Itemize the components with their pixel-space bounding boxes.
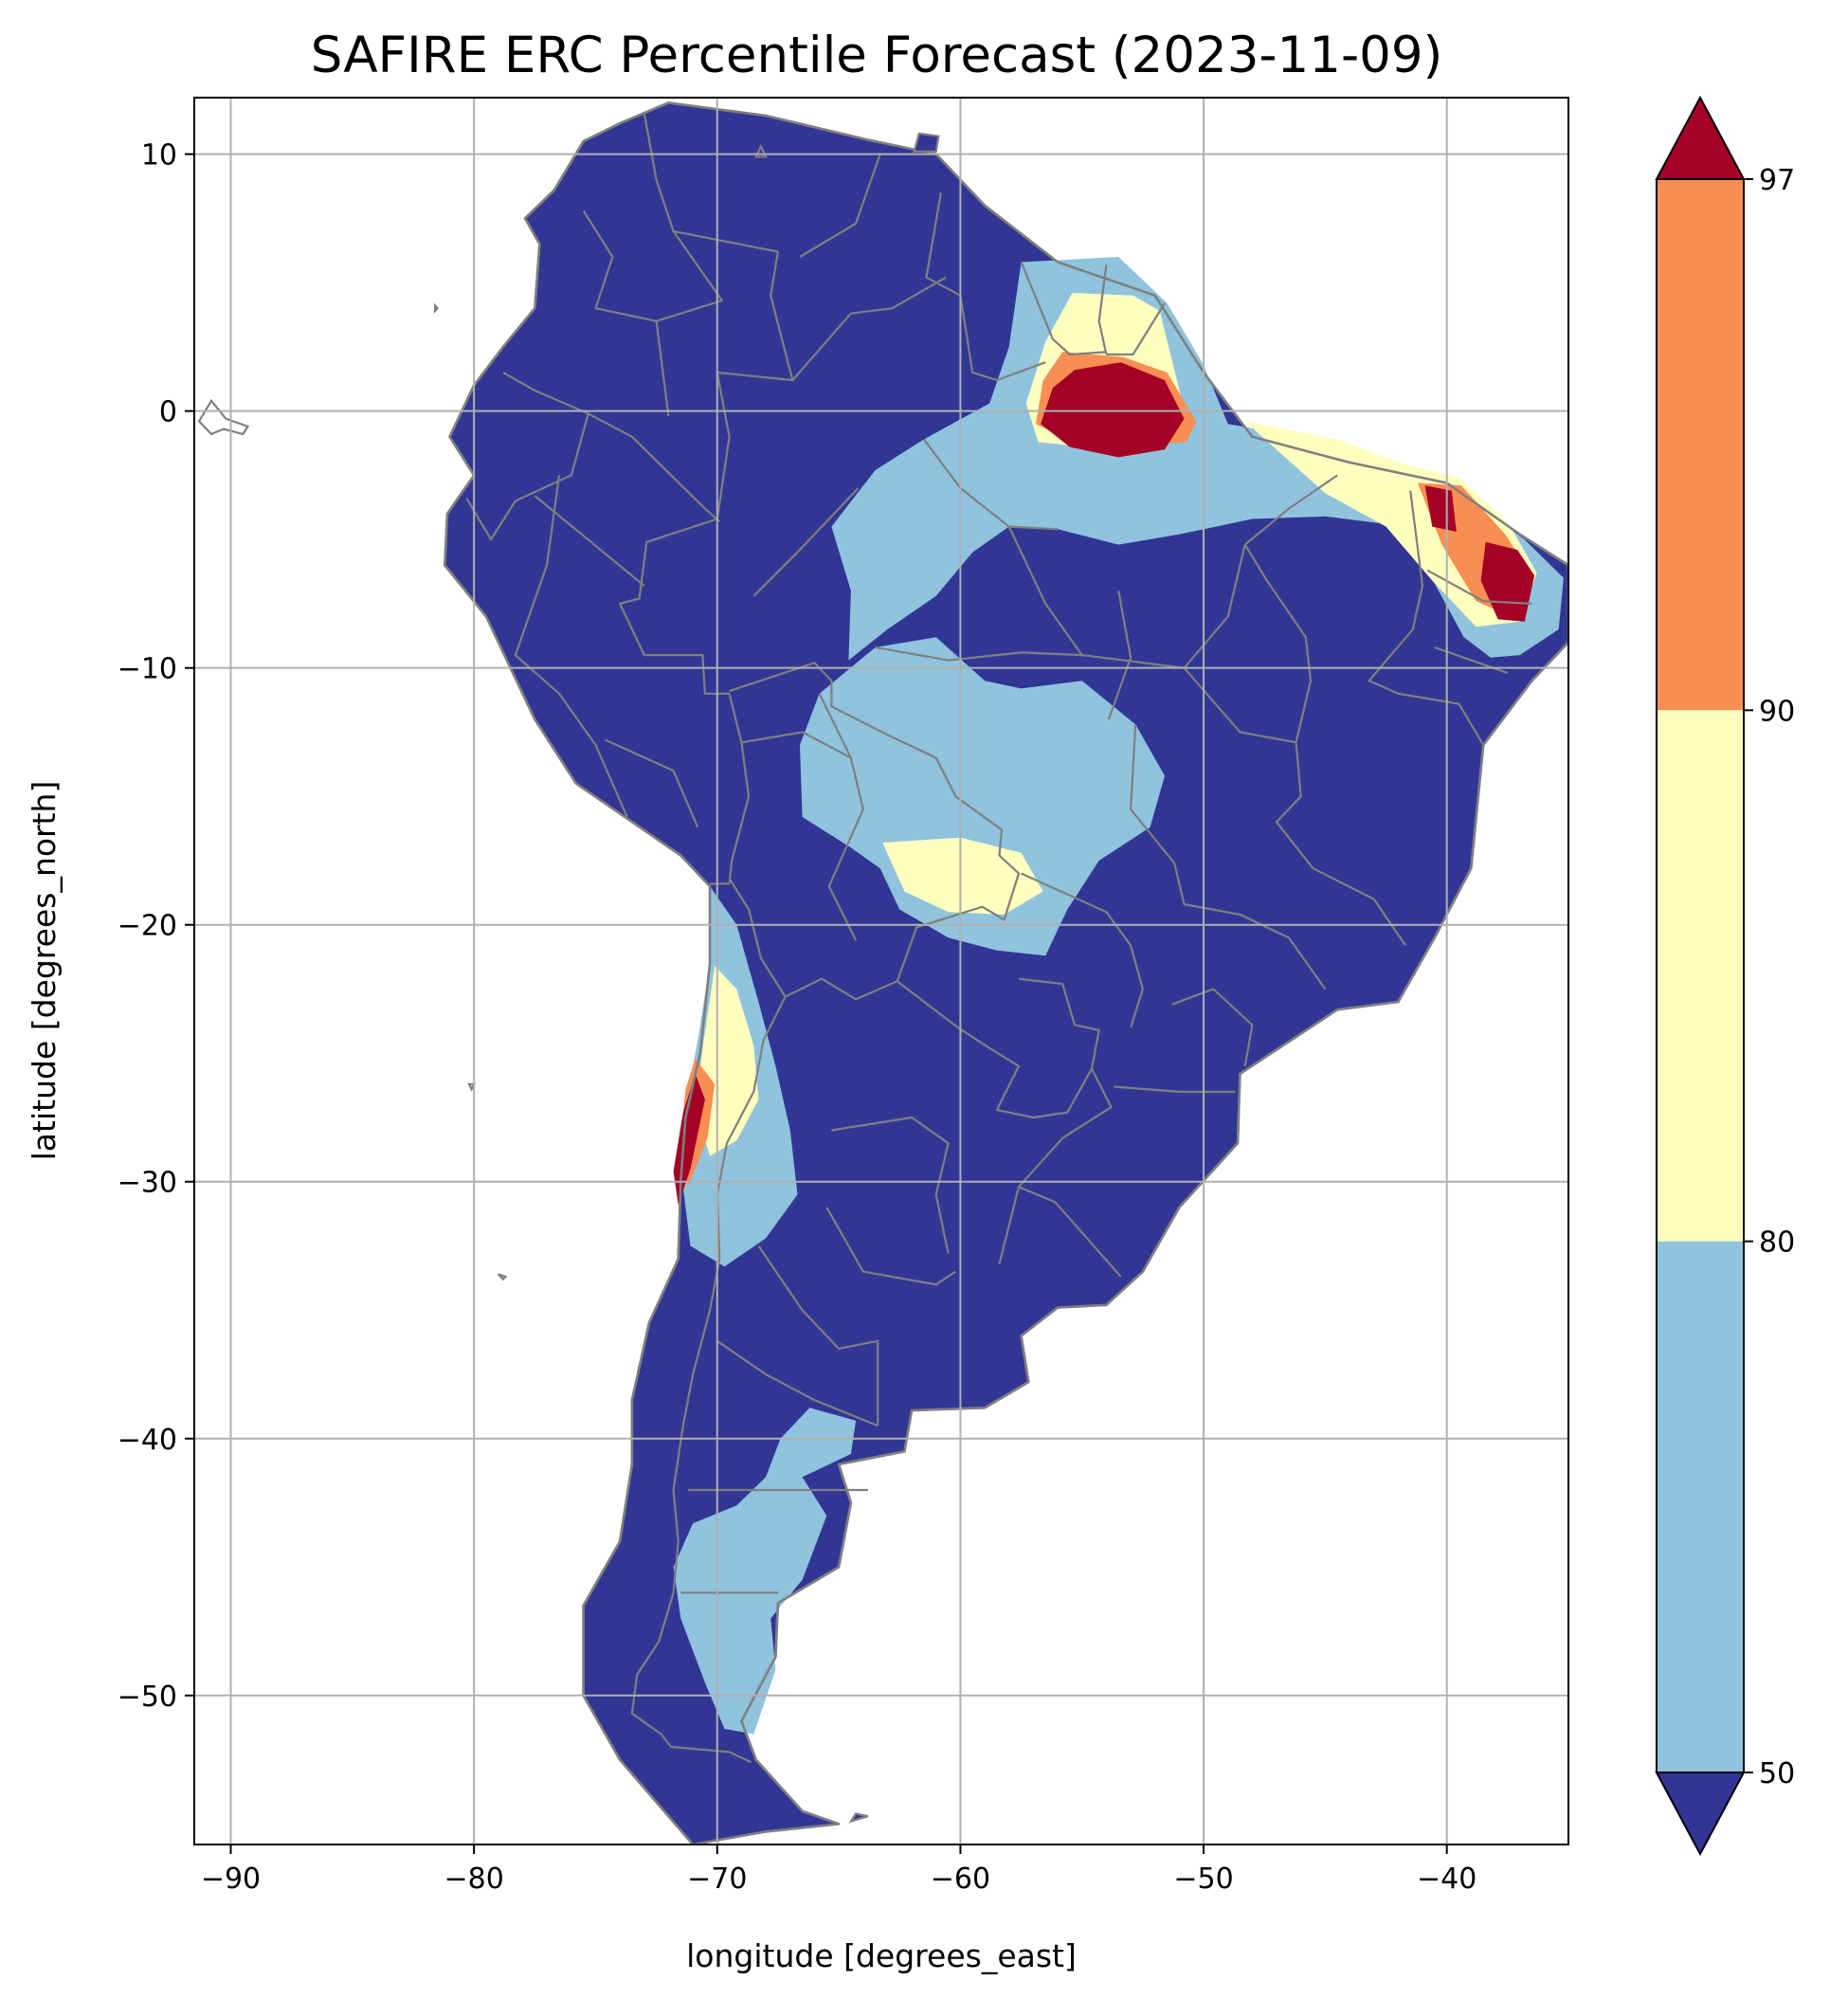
colorbar-tick-label: 80 [1759,1227,1795,1260]
island-juan-fernandez [498,1273,508,1281]
border-line [618,518,751,885]
border-line [897,977,1100,1119]
border-line [729,662,1021,982]
border-line [831,1116,950,1254]
y-tick-label: −40 [118,1424,177,1457]
percentile-regions [444,101,1568,1845]
map-axes: −90 −80 −70 −60 −50 −40 10 0 −10 −20 −30 −40 −50 [118,97,1569,1896]
border-line [465,413,589,541]
region-pantanal-high [882,837,1043,915]
border-line [752,487,860,597]
y-tick-label: −20 [118,910,177,943]
island-malpelo [434,302,440,314]
map-title: SAFIRE ERC Percentile Forecast (2023-11-… [311,27,1443,84]
border-line [605,738,699,828]
border-line [1021,872,1145,1028]
y-tick-label: 10 [141,139,177,173]
border-line [1017,1068,1122,1278]
region-ne-extreme-small [1424,485,1457,532]
x-tick-label: −90 [201,1863,261,1896]
y-axis-label: latitude [degrees_north] [26,781,63,1161]
colorbar-frame [1656,178,1745,1773]
border-line [818,693,864,941]
border-line [923,438,1059,531]
colorbar-segment [1657,1241,1744,1772]
border-line [1171,988,1254,1066]
region-patagonia-moderate [673,1408,857,1735]
border-line [716,1339,879,1427]
border-line [875,645,1407,947]
colorbar-segment [1657,179,1744,711]
border-line [925,192,1046,382]
region-north-moderate [831,257,1564,661]
border-line [1007,526,1083,656]
border-line [741,731,852,759]
y-axis-ticks: 10 0 −10 −20 −30 −40 −50 [118,139,194,1714]
region-central-moderate [800,637,1165,956]
border-line [791,276,947,381]
colorbar-segment [1657,710,1744,1242]
border-line [1114,1085,1236,1094]
plot-frame [193,97,1569,1845]
x-tick-label: −80 [444,1863,503,1896]
border-line [757,1245,879,1427]
y-tick-label: 0 [159,396,177,429]
border-line [799,154,881,258]
border-line [1368,490,1485,746]
border-line [630,996,787,1764]
island-trinidad [913,132,940,153]
colorbar-tick-label: 90 [1759,695,1795,728]
border-line [1097,264,1108,355]
border-line [825,1207,956,1286]
colorbar-tick-label: 50 [1759,1757,1795,1790]
border-line [1183,543,1313,743]
border-line [643,113,794,519]
border-line [502,372,721,523]
island-tierra-del-fuego-east [848,1812,869,1824]
colorbar-extend-bottom [1655,1772,1746,1857]
island-san-felix [467,1082,476,1092]
island-marajo-lake [754,143,768,158]
x-tick-label: −70 [687,1863,747,1896]
border-line [534,495,645,587]
border-line [1020,262,1107,356]
y-tick-label: −10 [118,653,177,686]
colorbar: 50 80 90 97 [1655,95,1795,1857]
gridlines [194,98,1568,1845]
y-tick-label: −30 [118,1167,177,1200]
x-tick-label: −50 [1173,1863,1233,1896]
x-tick-label: −40 [1417,1863,1477,1896]
coastline [443,101,1568,1845]
x-tick-label: −60 [931,1863,990,1896]
y-tick-label: −50 [118,1681,177,1714]
region-amapa-extreme [1041,362,1185,458]
x-axis-ticks: −90 −80 −70 −60 −50 −40 [201,1845,1477,1896]
border-line [1107,591,1132,720]
island-galapagos [197,398,250,436]
boundary-lines [197,101,1568,1845]
border-line [1106,302,1166,356]
border-line [1129,724,1327,990]
border-line [656,230,724,322]
colorbar-tick-label: 97 [1759,164,1795,197]
border-line [582,209,670,417]
border-line [998,1186,1021,1264]
border-line [1244,474,1338,546]
colorbar-extend-top [1655,95,1746,180]
border-line [514,475,628,818]
x-axis-label: longitude [degrees_east] [686,1937,1077,1974]
